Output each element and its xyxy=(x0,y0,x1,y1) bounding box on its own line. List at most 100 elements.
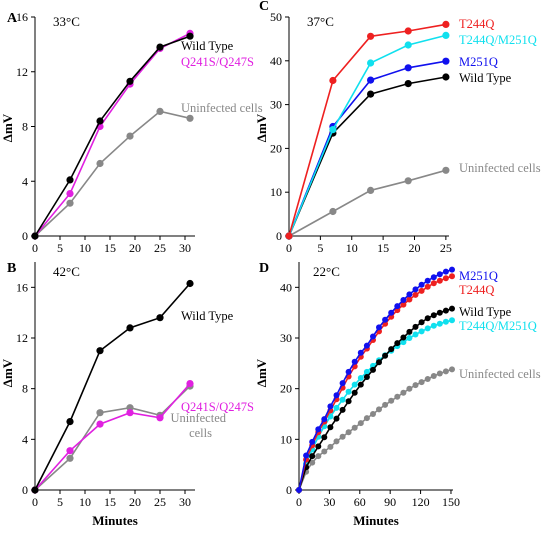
legend-label: T244Q xyxy=(459,17,494,31)
data-point xyxy=(351,424,358,431)
data-point xyxy=(370,411,376,417)
data-point xyxy=(66,190,74,198)
data-point xyxy=(376,324,382,331)
x-tick-label: 20 xyxy=(408,241,420,255)
data-point xyxy=(321,416,328,423)
data-point xyxy=(394,393,401,400)
data-point xyxy=(339,406,346,413)
data-point xyxy=(66,454,74,462)
data-point xyxy=(430,322,437,329)
data-point xyxy=(418,328,425,335)
data-point xyxy=(186,114,194,122)
data-point xyxy=(309,438,316,445)
data-point xyxy=(404,177,412,185)
data-point xyxy=(449,317,455,324)
series-t244q-m251q xyxy=(296,317,455,493)
data-point xyxy=(404,64,412,72)
data-point xyxy=(309,459,316,466)
data-point xyxy=(412,291,419,298)
data-point xyxy=(31,486,39,494)
data-point xyxy=(333,438,340,445)
data-point xyxy=(442,73,450,81)
legend-label: Wild Type xyxy=(181,309,234,323)
data-point xyxy=(321,434,328,441)
y-tick-label: 10 xyxy=(270,185,282,199)
series-q241s-q247s xyxy=(31,29,194,240)
series-line xyxy=(288,60,447,237)
series-q241s-q247s xyxy=(31,380,194,494)
panel-letter: A xyxy=(7,11,18,26)
panel-a: A 0 4 8 12 16 0 5 10 15 20 25 30 ΔmV 33°C Wild Type Q241… xyxy=(0,10,263,255)
y-axis-title: ΔmV xyxy=(0,358,15,387)
series-line xyxy=(34,385,191,491)
x-tick-label: 15 xyxy=(104,241,116,255)
data-point xyxy=(418,319,425,326)
series-uninfected-cells xyxy=(31,107,194,240)
data-point xyxy=(357,375,364,381)
y-tick-label: 4 xyxy=(22,174,28,188)
legend-line: cells xyxy=(189,426,212,440)
y-axis-title: ΔmV xyxy=(0,113,15,142)
x-tick-label: 0 xyxy=(286,241,292,255)
x-tick-label: 10 xyxy=(79,241,91,255)
data-point xyxy=(406,328,413,335)
data-point xyxy=(430,373,437,379)
series-uninfected-cells xyxy=(296,366,455,493)
data-point xyxy=(442,275,449,282)
legend-label: Wild Type xyxy=(459,71,512,85)
series-t244q-m251q xyxy=(285,31,450,240)
data-point xyxy=(126,77,134,85)
x-tick-label: 0 xyxy=(32,241,38,255)
data-point xyxy=(327,443,334,450)
data-point xyxy=(400,389,407,396)
y-tick-label: 30 xyxy=(270,98,282,112)
x-tick-label: 5 xyxy=(317,241,323,255)
data-point xyxy=(156,314,164,322)
data-point xyxy=(321,448,328,455)
y-tick-label: 16 xyxy=(16,10,28,24)
data-point xyxy=(442,307,449,314)
data-point xyxy=(156,414,164,422)
x-tick-label: 25 xyxy=(440,241,452,255)
data-point xyxy=(406,296,413,303)
y-tick-label: 50 xyxy=(270,10,282,24)
temperature-label: 22°C xyxy=(313,264,340,279)
y-tick-label: 0 xyxy=(22,483,28,497)
data-point xyxy=(327,403,334,410)
data-point xyxy=(309,453,316,460)
data-point xyxy=(394,303,401,310)
data-point xyxy=(418,287,425,294)
series-wild-type xyxy=(31,32,194,240)
data-point xyxy=(404,41,412,49)
data-point xyxy=(345,368,352,375)
x-tick-label: 150 xyxy=(442,495,460,509)
data-point xyxy=(345,388,352,395)
series-line xyxy=(288,76,447,237)
legend-label: Q241S/Q247S xyxy=(181,55,254,69)
data-point xyxy=(449,366,455,373)
data-point xyxy=(406,291,413,298)
series-t244q xyxy=(296,273,455,493)
data-point xyxy=(370,333,376,340)
data-point xyxy=(436,370,443,377)
panel-b: B 0 4 8 12 16 0 5 10 15 20 25 30 ΔmV Minutes 42°C Wild T… xyxy=(0,261,254,528)
legend-label: Q241S/Q247S xyxy=(181,400,254,414)
data-point xyxy=(296,487,302,493)
x-tick-label: 15 xyxy=(377,241,389,255)
data-point xyxy=(424,283,431,290)
series-m251q xyxy=(296,266,455,493)
data-point xyxy=(357,381,364,388)
legend-label: M251Q xyxy=(459,269,498,283)
panel-letter: B xyxy=(7,261,16,276)
data-point xyxy=(156,107,164,115)
data-point xyxy=(333,415,340,422)
series-line xyxy=(34,383,191,491)
data-point xyxy=(424,376,431,382)
data-point xyxy=(66,447,74,455)
data-point xyxy=(351,381,358,388)
x-tick-label: 30 xyxy=(179,495,191,509)
data-point xyxy=(376,406,382,413)
data-point xyxy=(186,279,194,288)
data-point xyxy=(418,379,425,386)
